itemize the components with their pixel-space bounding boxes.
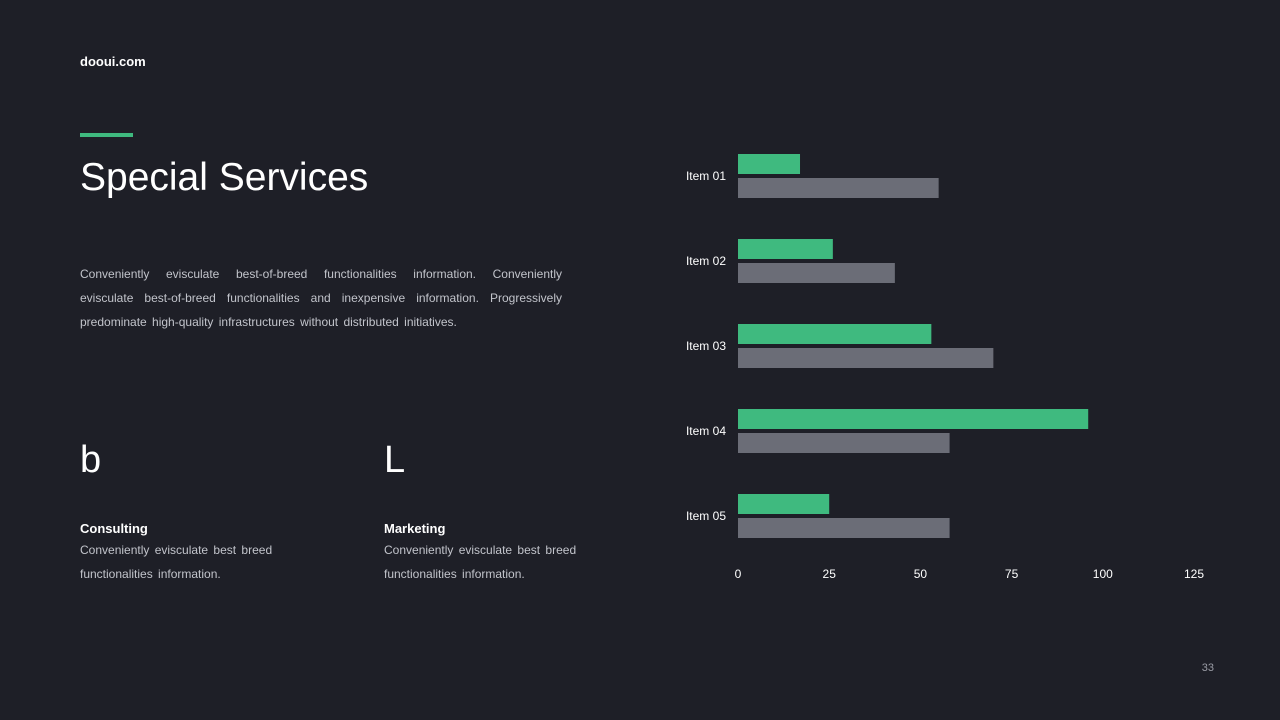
feature-marketing: L Marketing Conveniently evisculate best… — [384, 440, 599, 586]
consulting-icon: b — [80, 439, 102, 481]
x-tick-label: 75 — [1005, 567, 1019, 581]
page-number: 33 — [1201, 662, 1214, 674]
category-label: Item 05 — [686, 509, 726, 523]
category-label: Item 04 — [686, 424, 726, 438]
category-label: Item 01 — [686, 169, 726, 183]
marketing-icon: L — [384, 439, 406, 481]
brand-logo-text: dooui.com — [80, 54, 146, 69]
bar-series-2-item-02 — [738, 263, 895, 283]
bar-series-1-item-02 — [738, 239, 833, 259]
x-tick-label: 25 — [823, 567, 837, 581]
bar-series-2-item-05 — [738, 518, 950, 538]
x-tick-label: 100 — [1093, 567, 1113, 581]
feature-title: Consulting — [80, 521, 148, 536]
bar-series-2-item-04 — [738, 433, 950, 453]
bar-series-1-item-04 — [738, 409, 1089, 429]
page-title: Special Services — [80, 156, 369, 199]
description-text: Conveniently evisculate best-of-breed fu… — [80, 267, 562, 329]
x-tick-label: 50 — [914, 567, 928, 581]
category-label: Item 02 — [686, 254, 726, 268]
bar-series-2-item-01 — [738, 178, 939, 198]
x-tick-label: 0 — [735, 567, 742, 581]
bar-series-1-item-05 — [738, 494, 830, 514]
feature-text: Conveniently evisculate best breed funct… — [384, 543, 577, 581]
feature-consulting: b Consulting Conveniently evisculate bes… — [80, 440, 295, 586]
title-accent-line — [80, 133, 133, 137]
category-label: Item 03 — [686, 339, 726, 353]
bar-series-1-item-03 — [738, 324, 932, 344]
feature-text: Conveniently evisculate best breed funct… — [80, 543, 273, 581]
bar-series-2-item-03 — [738, 348, 994, 368]
x-tick-label: 125 — [1184, 567, 1204, 581]
bar-series-1-item-01 — [738, 154, 801, 174]
feature-title: Marketing — [384, 521, 446, 536]
